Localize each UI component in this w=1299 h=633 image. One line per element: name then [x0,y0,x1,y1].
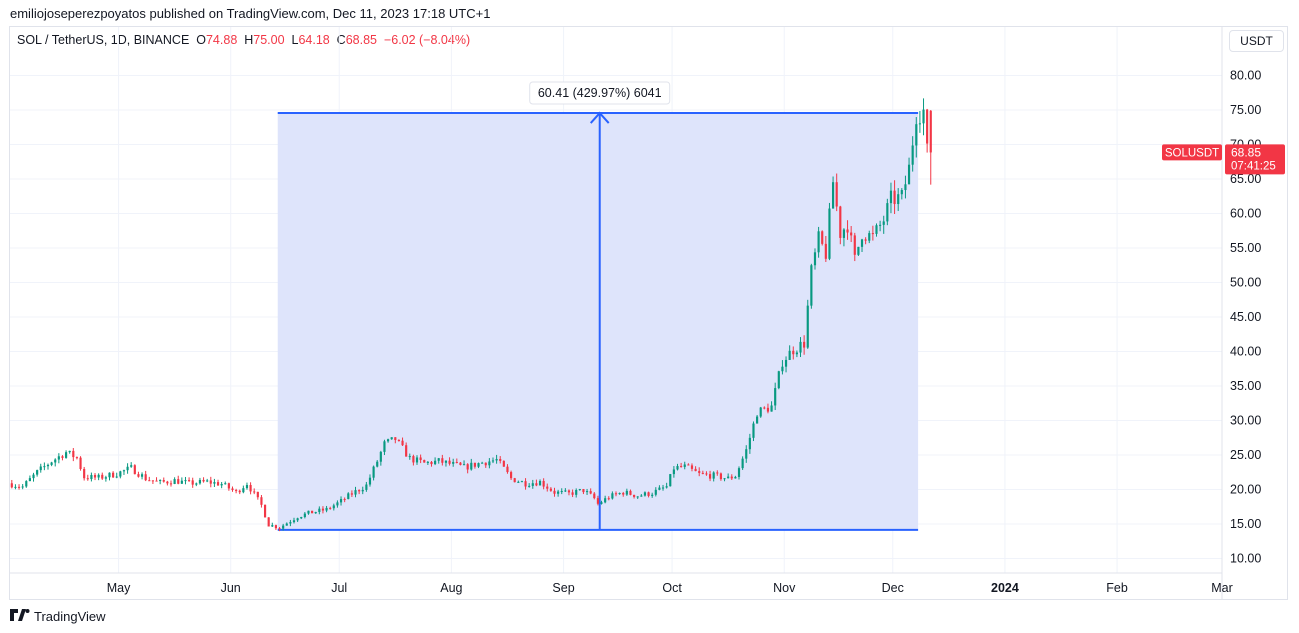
ohlc-legend: SOL / TetherUS, 1D, BINANCE O74.88 H75.0… [17,33,470,47]
chart-frame [9,26,1288,600]
tradingview-logo[interactable]: TradingView [10,609,106,624]
legend-change: −6.02 (−8.04%) [383,33,471,47]
currency-button[interactable]: USDT [1229,30,1284,52]
legend-symbol[interactable]: SOL / TetherUS, 1D, BINANCE [17,33,190,47]
legend-low-label: L [291,33,299,47]
legend-close-value: 68.85 [345,33,377,47]
tradingview-logo-icon [10,609,30,624]
legend-high-label: H [244,33,254,47]
legend-close-label: C [336,33,346,47]
legend-high-value: 75.00 [253,33,285,47]
legend-low-value: 64.18 [298,33,330,47]
tradingview-brand: TradingView [34,609,106,624]
legend-open-label: O [196,33,206,47]
legend-open-value: 74.88 [205,33,238,47]
publisher-line: emiliojoseperezpoyatos published on Trad… [10,6,491,21]
